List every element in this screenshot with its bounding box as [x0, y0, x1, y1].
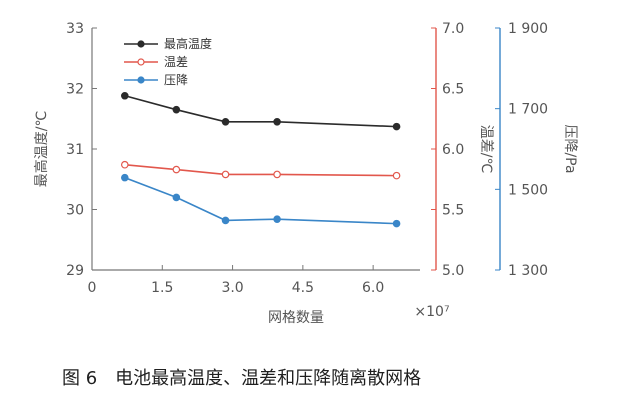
left-axis-title: 最高温度/℃: [33, 111, 50, 187]
x-axis-tick-label: 6.0: [362, 280, 384, 296]
right-axis-1-tick-label: 7.0: [442, 21, 464, 37]
data-point-series-3: [121, 173, 129, 182]
data-point-series-1: [172, 105, 181, 114]
legend-label-2: 温差: [164, 55, 188, 69]
caption: 图 6 电池最高温度、温差和压降随离散网格: [62, 368, 421, 389]
left-axis-tick-label: 32: [66, 82, 84, 98]
data-point-series-1: [392, 122, 401, 131]
right-axis-1-title: 温差/℃: [478, 125, 494, 173]
series-line-1: [124, 94, 397, 128]
data-point-series-2: [121, 160, 129, 169]
x-axis-exponent: ×10⁷: [414, 304, 449, 320]
series-group: [121, 91, 401, 228]
x-axis-title: 网格数量: [268, 310, 324, 326]
data-point-series-1: [121, 91, 129, 100]
left-axis-tick-label: 31: [66, 142, 84, 158]
right-axis-1-tick-label: 5.5: [442, 203, 464, 219]
left-axis-tick-label: 33: [66, 21, 84, 37]
data-point-series-2: [392, 171, 401, 180]
right-axis-2-tick-label: 1 900: [508, 21, 548, 37]
legend-marker-3: [137, 76, 145, 84]
right-axis-1-tick-label: 6.0: [442, 142, 464, 158]
left-axis-tick-label: 29: [66, 263, 84, 279]
right-axis-1-tick-label: 6.5: [442, 82, 464, 98]
right-axis-2-title: 压降/Pa: [562, 124, 578, 173]
data-point-series-3: [221, 216, 230, 225]
left-axis-tick-label: 30: [66, 203, 84, 219]
data-point-series-3: [392, 219, 401, 228]
legend-label-3: 压降: [164, 73, 188, 87]
x-axis-tick-label: 1.5: [151, 280, 173, 296]
data-point-series-2: [221, 170, 230, 179]
x-axis-tick-label: 3.0: [221, 280, 243, 296]
axes: 29 30 31 32 33 最高温度/℃ 0 1.5 3.0 4.5 6.0 网格数量 ×10⁷ 5.0…: [33, 21, 578, 326]
right-axis-2-tick-label: 1 500: [508, 182, 548, 198]
data-point-series-3: [273, 215, 281, 223]
series-line-3: [124, 176, 397, 225]
x-axis-tick-label: 0: [88, 280, 97, 296]
series-line-2: [124, 163, 397, 177]
data-point-series-1: [221, 117, 230, 126]
right-axis-1-tick-label: 5.0: [442, 263, 464, 279]
right-axis-2-tick-label: 1 300: [508, 263, 548, 279]
data-point-series-2: [172, 165, 181, 174]
x-axis-tick-label: 4.5: [292, 280, 314, 296]
legend-marker-1: [137, 40, 145, 48]
legend-marker-2: [137, 58, 145, 66]
data-point-series-3: [172, 193, 181, 202]
data-point-series-1: [273, 117, 281, 126]
right-axis-2-tick-label: 1 700: [508, 102, 548, 118]
legend-label-1: 最高温度: [164, 36, 212, 51]
data-point-series-2: [273, 170, 281, 179]
